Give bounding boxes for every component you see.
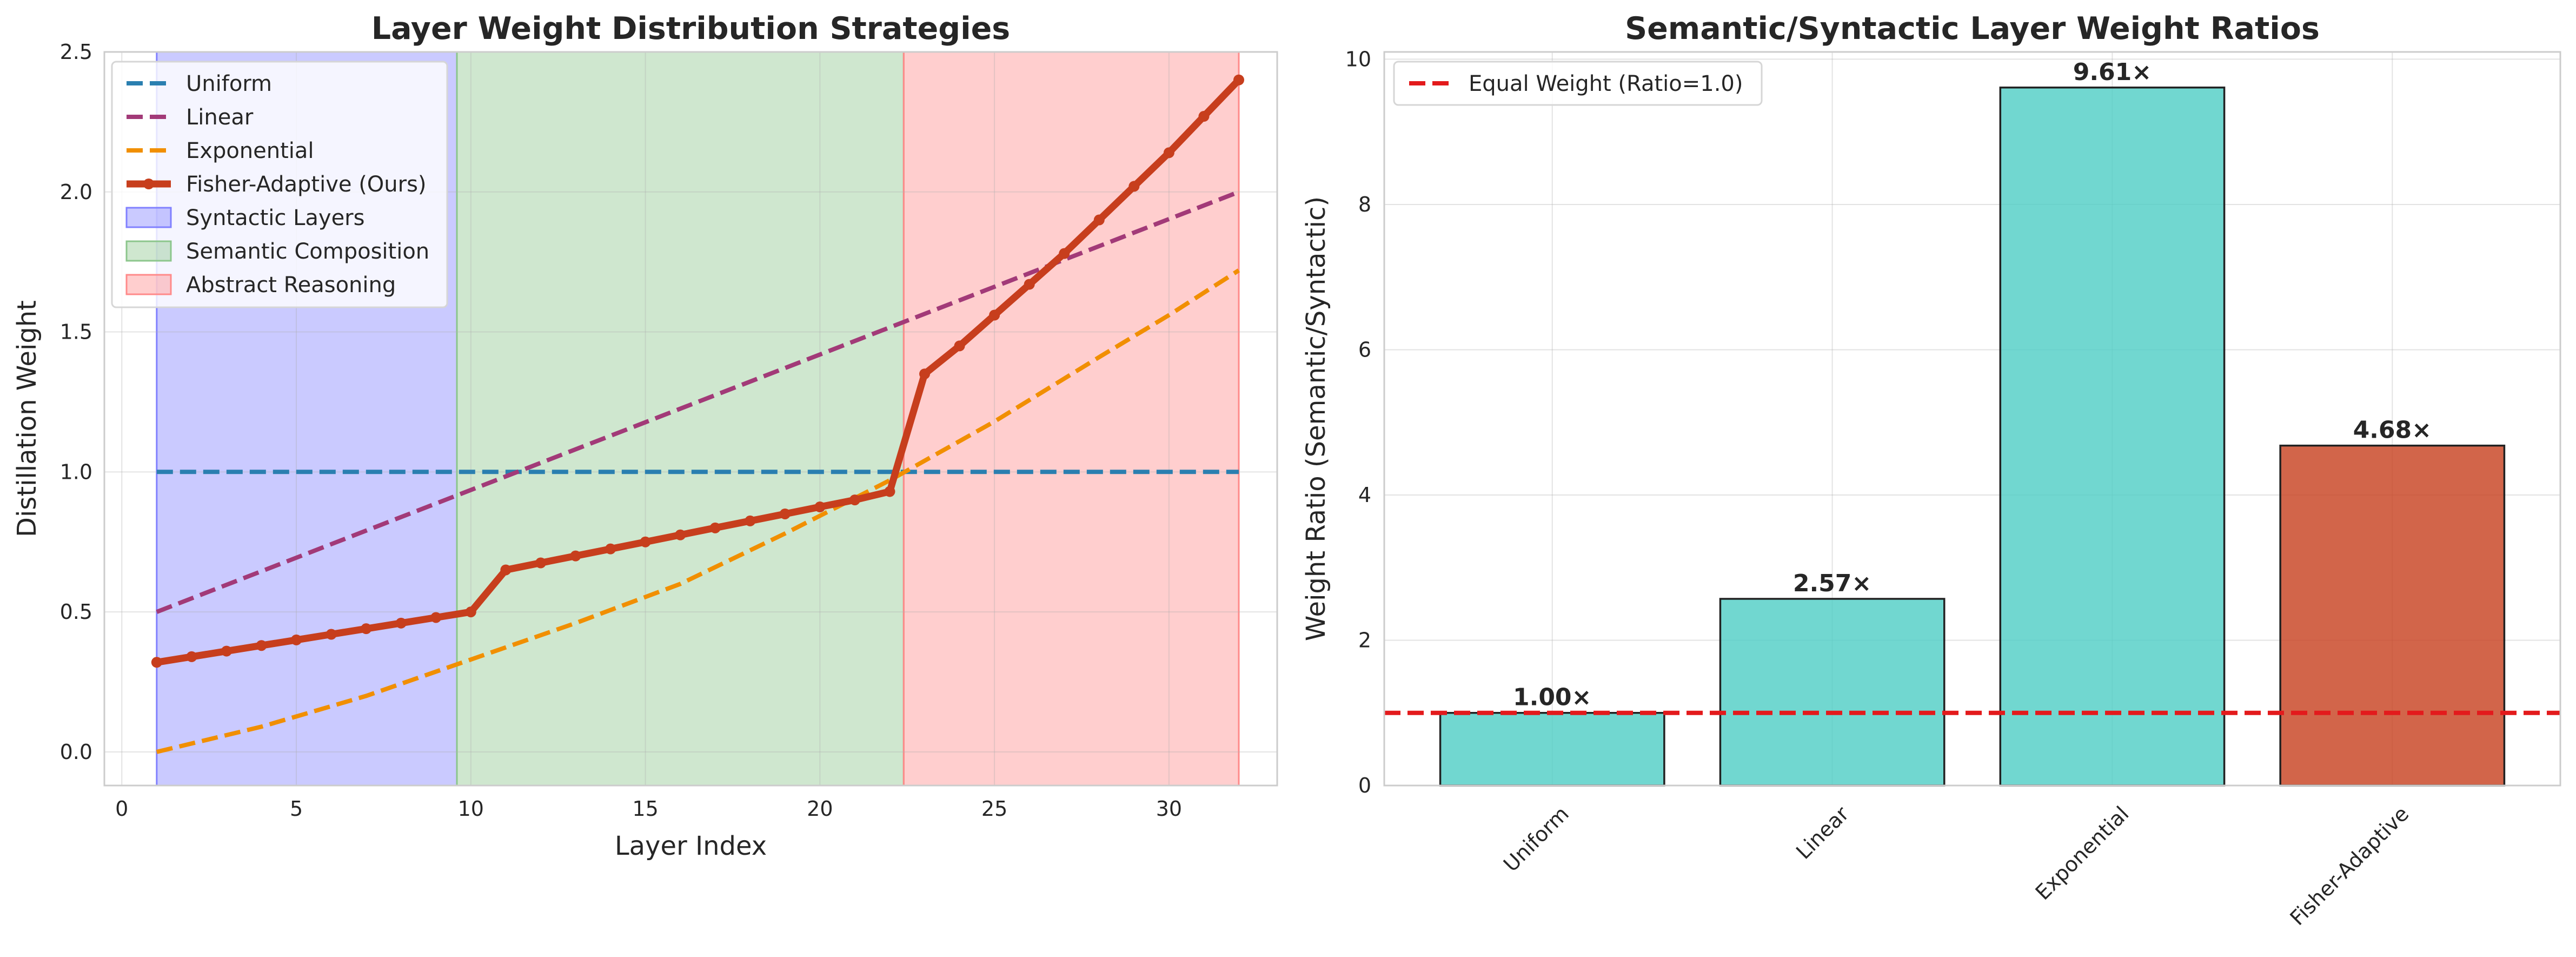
right-legend-box (1393, 61, 1763, 106)
fisher-adaptive-point (1198, 111, 1210, 122)
legend-label: Equal Weight (Ratio=1.0) (1469, 71, 1743, 96)
bar-linear (1719, 598, 1946, 787)
left-xtick-label: 0 (115, 797, 128, 821)
fisher-adaptive-point (291, 634, 302, 645)
fisher-adaptive-point (675, 529, 686, 540)
legend-label: Semantic Composition (186, 239, 429, 264)
fisher-adaptive-point (395, 617, 407, 629)
series-line-exponential (156, 268, 1240, 754)
fisher-adaptive-point (1128, 181, 1140, 192)
fisher-adaptive-point (1163, 147, 1174, 159)
fisher-adaptive-point (814, 501, 826, 513)
left-ylabel: Distillation Weight (12, 300, 42, 537)
bar-exponential (1999, 87, 2226, 787)
bar-uniform (1439, 711, 1665, 787)
left-ytick-label: 0.0 (60, 740, 92, 764)
legend-swatch (125, 274, 172, 295)
fisher-adaptive-point (326, 629, 337, 640)
left-legend-box (111, 61, 448, 308)
left-xtick-label: 30 (1156, 797, 1182, 821)
fisher-adaptive-point (151, 657, 162, 668)
right-ytick-label: 10 (1345, 47, 1371, 71)
fisher-adaptive-point (709, 522, 721, 533)
left-xtick-label: 15 (632, 797, 658, 821)
fisher-adaptive-point (256, 640, 267, 651)
left-ytick-label: 2.5 (60, 40, 92, 64)
left-ytick-label: 1.5 (60, 320, 92, 344)
right-ytick-label: 0 (1358, 774, 1371, 797)
legend-swatch (125, 240, 172, 262)
fisher-adaptive-point (779, 508, 791, 519)
fisher-adaptive-point (1024, 279, 1035, 290)
bar-value-label: 4.68× (2353, 417, 2432, 444)
right-ytick-label: 4 (1358, 483, 1371, 507)
right-xtick-label: Exponential (2031, 802, 2134, 905)
right-ylabel: Weight Ratio (Semantic/Syntactic) (1301, 196, 1331, 641)
legend-swatch-marker (143, 179, 154, 189)
bar-value-label: 1.00× (1513, 684, 1591, 711)
left-xtick-label: 25 (981, 797, 1007, 821)
bar-value-label: 9.61× (2073, 58, 2152, 86)
fisher-adaptive-point (884, 486, 895, 497)
fisher-adaptive-point (570, 550, 581, 562)
right-ytick-label: 8 (1358, 193, 1371, 216)
right-xtick-label: Fisher-Adaptive (2285, 802, 2413, 930)
fisher-adaptive-point (1093, 214, 1105, 226)
legend-swatch (125, 207, 172, 228)
fisher-adaptive-point (361, 623, 372, 635)
right-xtick-label: Linear (1791, 802, 1854, 864)
fisher-adaptive-point (605, 543, 616, 555)
left-axes-frame (103, 51, 1278, 787)
left-legend: Uniform Linear Exponential Fisher-Adaptive … (111, 61, 448, 308)
right-title: Semantic/Syntactic Layer Weight Ratios (1625, 11, 2320, 47)
left-ytick-label: 2.0 (60, 180, 92, 204)
left-xlabel: Layer Index (615, 831, 767, 861)
legend-label: Linear (186, 105, 254, 130)
left-xtick-label: 20 (807, 797, 833, 821)
left-ytick-label: 0.5 (60, 600, 92, 624)
legend-label: Uniform (186, 71, 272, 96)
fisher-adaptive-point (1233, 74, 1244, 85)
fisher-adaptive-point (849, 494, 860, 506)
legend-label: Exponential (186, 138, 314, 163)
fisher-adaptive-point (221, 645, 232, 657)
fisher-adaptive-point (465, 606, 476, 618)
right-ytick-label: 6 (1358, 338, 1371, 361)
fisher-adaptive-point (919, 368, 931, 380)
fisher-adaptive-point (186, 651, 197, 662)
left-title: Layer Weight Distribution Strategies (371, 11, 1010, 47)
bar-fisher-adaptive (2279, 444, 2506, 787)
fisher-adaptive-point (535, 557, 546, 569)
left-xtick-label: 10 (458, 797, 484, 821)
right-legend: Equal Weight (Ratio=1.0) (1393, 61, 1763, 106)
fisher-adaptive-point (430, 612, 442, 623)
fisher-adaptive-point (500, 564, 512, 576)
legend-label: Abstract Reasoning (186, 273, 396, 298)
fisher-adaptive-point (640, 536, 651, 547)
right-axes-frame (1383, 51, 2561, 787)
bar-value-label: 2.57× (1793, 570, 1871, 597)
region-1 (456, 51, 905, 787)
fisher-adaptive-point (989, 309, 1000, 321)
fisher-adaptive-point (1059, 248, 1070, 259)
legend-label: Syntactic Layers (186, 206, 364, 230)
right-xtick-label: Uniform (1499, 802, 1574, 876)
right-ytick-label: 2 (1358, 628, 1371, 652)
left-ytick-label: 1.0 (60, 460, 92, 484)
series-line-fisher-adaptive (156, 77, 1241, 666)
left-xtick-label: 5 (290, 797, 303, 821)
fisher-adaptive-point (954, 340, 965, 352)
region-2 (902, 51, 1240, 787)
legend-label: Fisher-Adaptive (Ours) (186, 172, 427, 197)
fisher-adaptive-point (745, 515, 756, 526)
